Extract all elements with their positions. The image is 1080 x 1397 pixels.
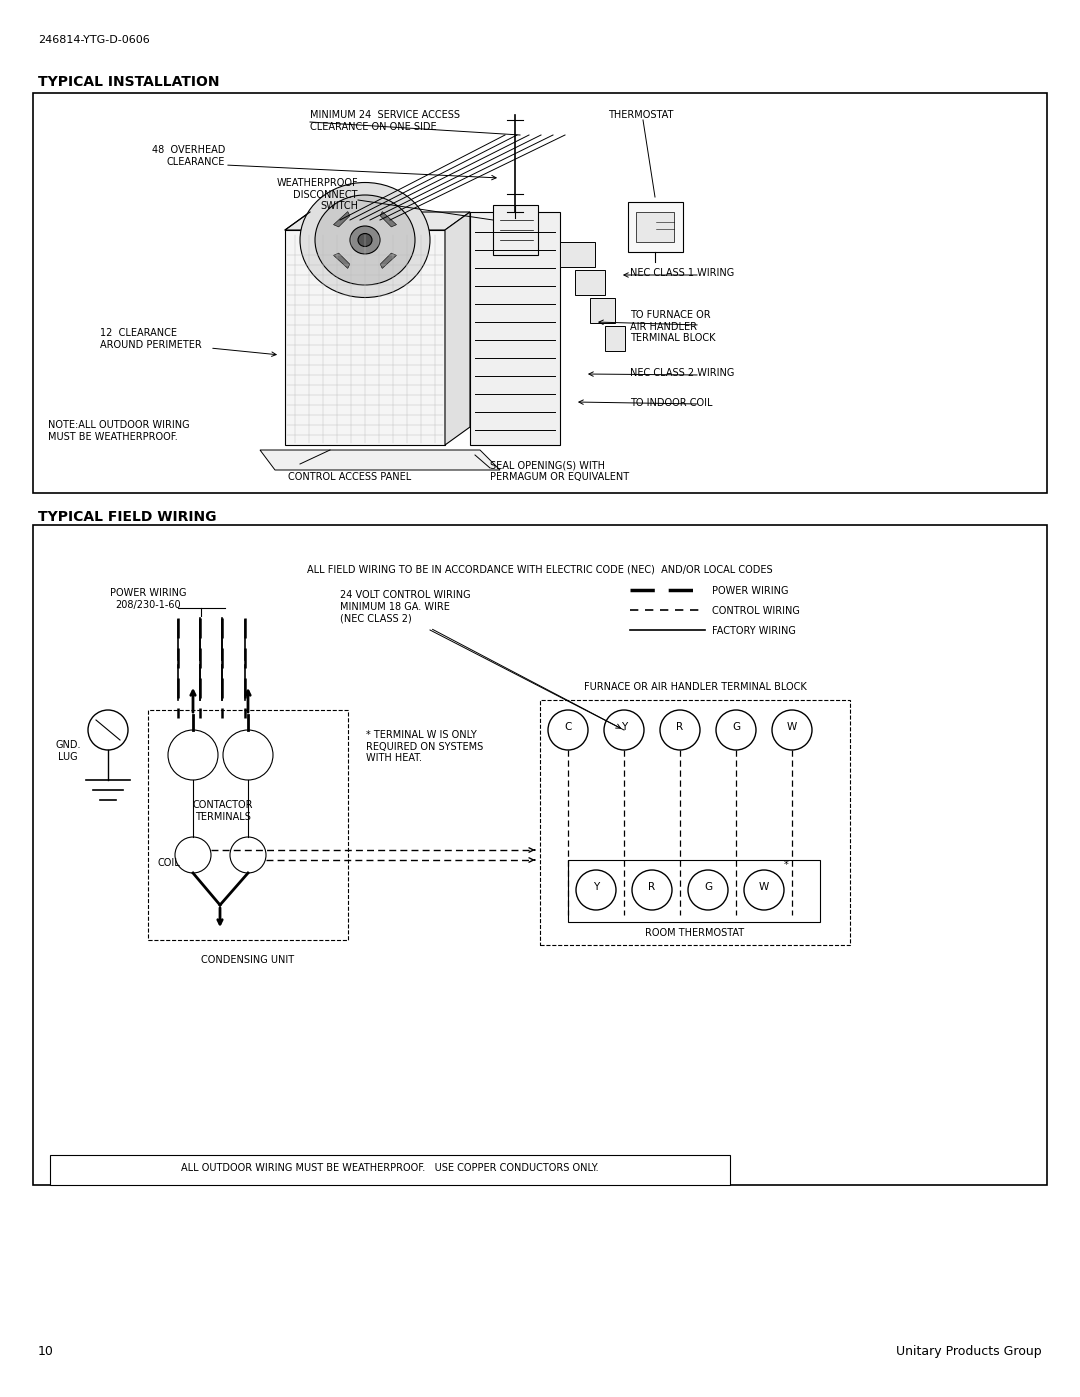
- Text: NEC CLASS 2 WIRING: NEC CLASS 2 WIRING: [630, 367, 734, 379]
- Text: G: G: [704, 882, 712, 893]
- Text: Unitary Products Group: Unitary Products Group: [896, 1345, 1042, 1358]
- Text: MINIMUM 24  SERVICE ACCESS
CLEARANCE ON ONE SIDE: MINIMUM 24 SERVICE ACCESS CLEARANCE ON O…: [310, 110, 460, 131]
- Bar: [627, 203, 683, 251]
- Text: 48  OVERHEAD
CLEARANCE: 48 OVERHEAD CLEARANCE: [151, 145, 225, 166]
- Polygon shape: [285, 212, 470, 231]
- Text: ALL FIELD WIRING TO BE IN ACCORDANCE WITH ELECTRIC CODE (NEC)  AND/OR LOCAL CODE: ALL FIELD WIRING TO BE IN ACCORDANCE WIT…: [307, 564, 773, 576]
- Circle shape: [688, 870, 728, 909]
- Text: COIL: COIL: [158, 858, 180, 868]
- Text: TO FURNACE OR
AIR HANDLER
TERMINAL BLOCK: TO FURNACE OR AIR HANDLER TERMINAL BLOCK: [630, 310, 715, 344]
- Text: Y: Y: [593, 882, 599, 893]
- Bar: [33, 525, 1047, 1185]
- Polygon shape: [380, 211, 396, 226]
- Circle shape: [168, 731, 218, 780]
- Circle shape: [772, 710, 812, 750]
- Text: *: *: [784, 861, 788, 870]
- Text: TYPICAL FIELD WIRING: TYPICAL FIELD WIRING: [38, 510, 216, 524]
- Text: * TERMINAL W IS ONLY
REQUIRED ON SYSTEMS
WITH HEAT.: * TERMINAL W IS ONLY REQUIRED ON SYSTEMS…: [366, 731, 483, 763]
- Bar: [148, 710, 348, 940]
- Bar: [33, 94, 1047, 493]
- Text: WEATHERPROOF
DISCONNECT
SWITCH: WEATHERPROOF DISCONNECT SWITCH: [276, 177, 357, 211]
- Text: 12  CLEARANCE
AROUND PERIMETER: 12 CLEARANCE AROUND PERIMETER: [100, 328, 202, 349]
- Text: CONDENSING UNIT: CONDENSING UNIT: [202, 956, 295, 965]
- Circle shape: [230, 837, 266, 873]
- Text: CONTROL WIRING: CONTROL WIRING: [712, 606, 800, 616]
- Polygon shape: [380, 253, 396, 268]
- Text: POWER WIRING: POWER WIRING: [712, 585, 788, 597]
- Ellipse shape: [315, 196, 415, 285]
- Text: CONTROL ACCESS PANEL: CONTROL ACCESS PANEL: [288, 472, 411, 482]
- Text: G: G: [732, 722, 740, 732]
- Text: Y: Y: [621, 722, 627, 732]
- Text: W: W: [759, 882, 769, 893]
- Text: TYPICAL INSTALLATION: TYPICAL INSTALLATION: [38, 75, 219, 89]
- Bar: [50, 1155, 730, 1185]
- Polygon shape: [334, 253, 350, 268]
- Bar: [285, 231, 445, 446]
- Bar: [605, 326, 625, 351]
- Text: FACTORY WIRING: FACTORY WIRING: [712, 626, 796, 636]
- Text: W: W: [787, 722, 797, 732]
- Text: GND.
LUG: GND. LUG: [55, 740, 81, 761]
- Bar: [568, 861, 820, 922]
- Text: CONTACTOR
TERMINALS: CONTACTOR TERMINALS: [192, 800, 253, 821]
- Text: THERMOSTAT: THERMOSTAT: [608, 110, 673, 120]
- Polygon shape: [445, 212, 470, 446]
- Circle shape: [632, 870, 672, 909]
- Ellipse shape: [357, 233, 372, 246]
- Ellipse shape: [300, 183, 430, 298]
- Text: NEC CLASS 1 WIRING: NEC CLASS 1 WIRING: [630, 268, 734, 278]
- Bar: [561, 242, 595, 267]
- Circle shape: [87, 710, 129, 750]
- Text: C: C: [565, 722, 571, 732]
- Bar: [636, 212, 674, 242]
- Circle shape: [604, 710, 644, 750]
- Bar: [540, 700, 850, 944]
- Circle shape: [548, 710, 588, 750]
- Circle shape: [744, 870, 784, 909]
- Text: 10: 10: [38, 1345, 54, 1358]
- Text: TO INDOOR COIL: TO INDOOR COIL: [630, 398, 713, 408]
- Text: POWER WIRING
208/230-1-60: POWER WIRING 208/230-1-60: [110, 588, 186, 609]
- Text: 246814-YTG-D-0606: 246814-YTG-D-0606: [38, 35, 150, 45]
- Text: ALL OUTDOOR WIRING MUST BE WEATHERPROOF.   USE COPPER CONDUCTORS ONLY.: ALL OUTDOOR WIRING MUST BE WEATHERPROOF.…: [181, 1162, 598, 1173]
- Text: SEAL OPENING(S) WITH
PERMAGUM OR EQUIVALENT: SEAL OPENING(S) WITH PERMAGUM OR EQUIVAL…: [490, 460, 630, 482]
- Circle shape: [175, 837, 211, 873]
- Text: FURNACE OR AIR HANDLER TERMINAL BLOCK: FURNACE OR AIR HANDLER TERMINAL BLOCK: [583, 682, 807, 692]
- Text: ROOM THERMOSTAT: ROOM THERMOSTAT: [646, 928, 744, 937]
- Bar: [590, 298, 615, 323]
- Text: NOTE:ALL OUTDOOR WIRING
MUST BE WEATHERPROOF.: NOTE:ALL OUTDOOR WIRING MUST BE WEATHERP…: [48, 420, 190, 441]
- Circle shape: [716, 710, 756, 750]
- Bar: [492, 205, 538, 256]
- Circle shape: [222, 731, 273, 780]
- Polygon shape: [260, 450, 500, 469]
- Text: R: R: [676, 722, 684, 732]
- Text: 24 VOLT CONTROL WIRING
MINIMUM 18 GA. WIRE
(NEC CLASS 2): 24 VOLT CONTROL WIRING MINIMUM 18 GA. WI…: [340, 590, 471, 623]
- Polygon shape: [334, 211, 350, 226]
- Circle shape: [660, 710, 700, 750]
- Bar: [575, 270, 605, 295]
- Bar: [470, 212, 561, 446]
- Text: R: R: [648, 882, 656, 893]
- Ellipse shape: [350, 226, 380, 254]
- Circle shape: [576, 870, 616, 909]
